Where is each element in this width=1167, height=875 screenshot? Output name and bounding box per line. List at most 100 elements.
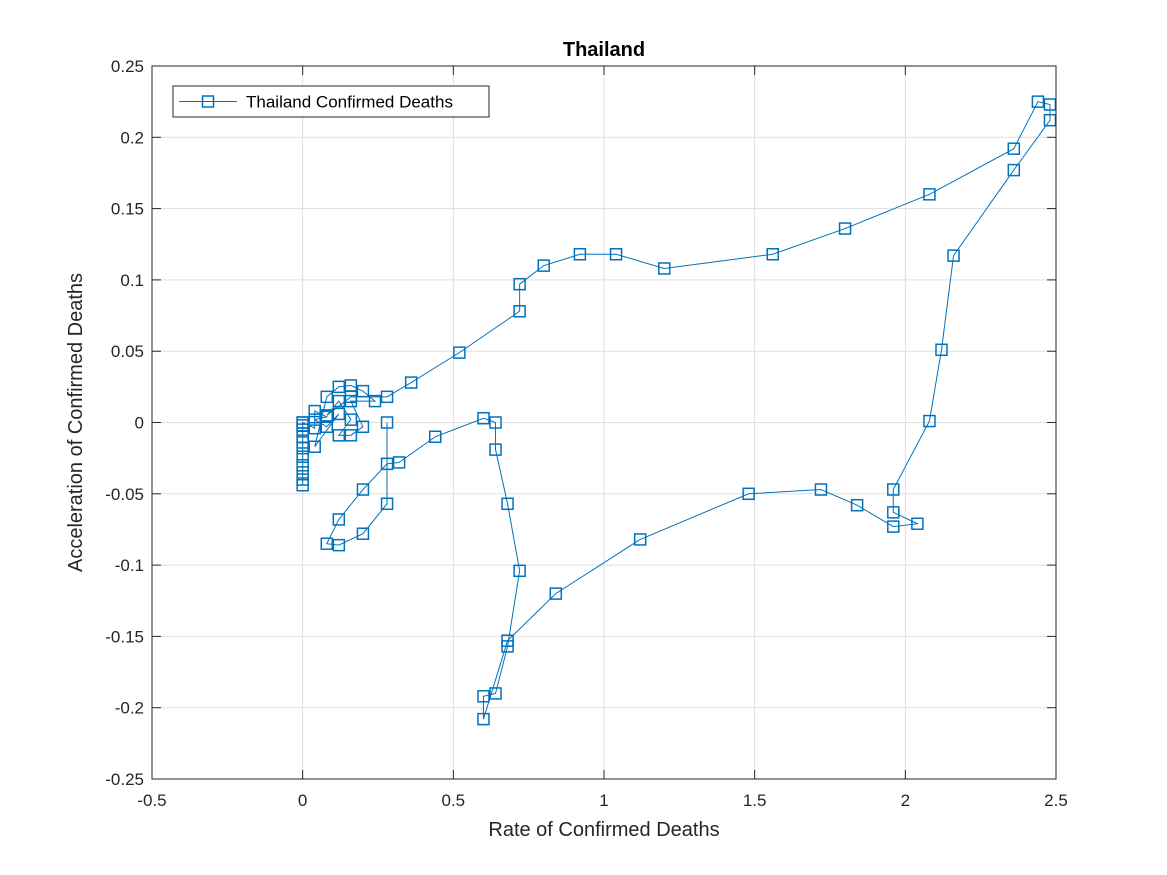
y-tick-label: 0.25 <box>111 57 144 76</box>
data-point-marker <box>332 513 346 526</box>
x-axis-label: Rate of Confirmed Deaths <box>488 819 719 841</box>
data-point-marker <box>814 483 828 496</box>
data-point-marker <box>742 487 755 501</box>
data-point-marker <box>356 527 370 540</box>
data-point-marker <box>1007 163 1021 177</box>
data-point-marker <box>501 640 514 653</box>
data-point-marker <box>380 457 394 471</box>
data-point-marker <box>1007 142 1021 155</box>
data-point-marker <box>935 343 948 357</box>
x-tick-label: 1.5 <box>743 791 767 810</box>
x-tick-label: 1 <box>599 791 608 810</box>
data-point-marker <box>658 262 671 275</box>
data-point-marker <box>549 587 563 600</box>
data-point-marker <box>344 390 358 404</box>
data-point-marker <box>477 712 490 726</box>
data-point-marker <box>477 690 490 703</box>
y-tick-label: -0.15 <box>105 627 144 646</box>
data-point-marker <box>923 188 936 201</box>
x-tick-label: 2.5 <box>1044 791 1068 810</box>
data-point-marker <box>296 416 309 429</box>
series-layer <box>296 95 1057 726</box>
x-tick-label: -0.5 <box>137 791 166 810</box>
y-tick-label: -0.25 <box>105 770 144 789</box>
y-tick-label: 0.1 <box>120 271 144 290</box>
data-point-marker <box>513 277 526 291</box>
data-point-marker <box>356 483 370 496</box>
y-tick-label: 0.05 <box>111 342 144 361</box>
data-point-marker <box>344 413 358 426</box>
data-point-marker <box>609 247 623 261</box>
data-point-marker <box>380 416 394 429</box>
data-point-marker <box>308 421 321 435</box>
data-point-marker <box>308 440 321 453</box>
legend-square-marker-icon <box>201 95 215 108</box>
data-point-marker <box>320 537 334 550</box>
data-point-marker <box>1043 113 1057 127</box>
legend: Thailand Confirmed Deaths <box>172 85 490 118</box>
data-point-marker <box>838 222 852 235</box>
data-point-marker <box>308 404 321 418</box>
data-point-marker <box>477 411 490 425</box>
x-tick-label: 0.5 <box>442 791 466 810</box>
data-point-marker <box>344 429 358 442</box>
data-point-marker <box>392 456 406 469</box>
data-point-marker <box>296 450 309 463</box>
data-point-marker <box>308 413 321 426</box>
data-point-marker <box>332 538 346 552</box>
data-point-marker <box>923 414 936 428</box>
data-point-marker <box>537 259 550 272</box>
data-point-marker <box>332 429 346 442</box>
data-point-marker <box>947 249 960 262</box>
data-point-marker <box>453 346 466 359</box>
x-tick-label: 0 <box>298 791 307 810</box>
data-point-marker <box>356 384 370 398</box>
series-line <box>302 101 1051 720</box>
data-point-marker <box>296 478 309 492</box>
y-axis-label: Acceleration of Confirmed Deaths <box>65 273 87 572</box>
data-point-marker <box>332 394 346 408</box>
y-tick-label: 0.2 <box>120 128 144 147</box>
data-point-marker <box>296 466 309 479</box>
data-point-marker <box>429 430 442 444</box>
data-point-marker <box>911 517 924 530</box>
data-point-marker <box>850 498 864 512</box>
data-point-marker <box>501 497 514 511</box>
data-point-marker <box>887 520 900 533</box>
x-tick-label: 2 <box>901 791 910 810</box>
data-point-marker <box>489 416 502 429</box>
chart-title: Thailand <box>563 39 645 61</box>
data-point-marker <box>1043 98 1057 111</box>
data-point-marker <box>320 390 334 404</box>
data-point-marker <box>332 380 346 394</box>
data-point-marker <box>887 506 900 519</box>
data-point-marker <box>356 420 370 434</box>
data-point-marker <box>1031 95 1045 108</box>
data-point-marker <box>573 247 587 261</box>
y-tick-label: -0.05 <box>105 485 144 504</box>
data-point-marker <box>296 441 309 455</box>
data-point-marker <box>489 687 502 700</box>
data-point-marker <box>489 443 502 456</box>
data-point-marker <box>513 564 526 578</box>
data-point-marker <box>380 390 394 404</box>
data-point-marker <box>766 247 779 261</box>
data-point-marker <box>380 497 394 511</box>
data-point-marker <box>332 407 346 421</box>
y-tick-label: -0.2 <box>115 699 144 718</box>
data-point-marker <box>320 409 334 422</box>
y-tick-label: -0.1 <box>115 556 144 575</box>
data-point-marker <box>633 533 647 546</box>
ticks: -0.5 0 0.5 1 1.5 2 2.5 -0.25 -0.2 -0.15 -0.1 -0.05 0… <box>105 57 1068 810</box>
data-point-marker <box>404 376 418 389</box>
legend-entry-label: Thailand Confirmed Deaths <box>246 93 453 112</box>
data-point-marker <box>296 459 309 472</box>
data-point-marker <box>368 394 382 408</box>
y-tick-label: 0.15 <box>111 200 144 219</box>
data-point-marker <box>296 423 309 436</box>
data-point-marker <box>887 483 900 496</box>
data-point-marker <box>513 305 526 318</box>
y-tick-label: 0 <box>135 414 144 433</box>
